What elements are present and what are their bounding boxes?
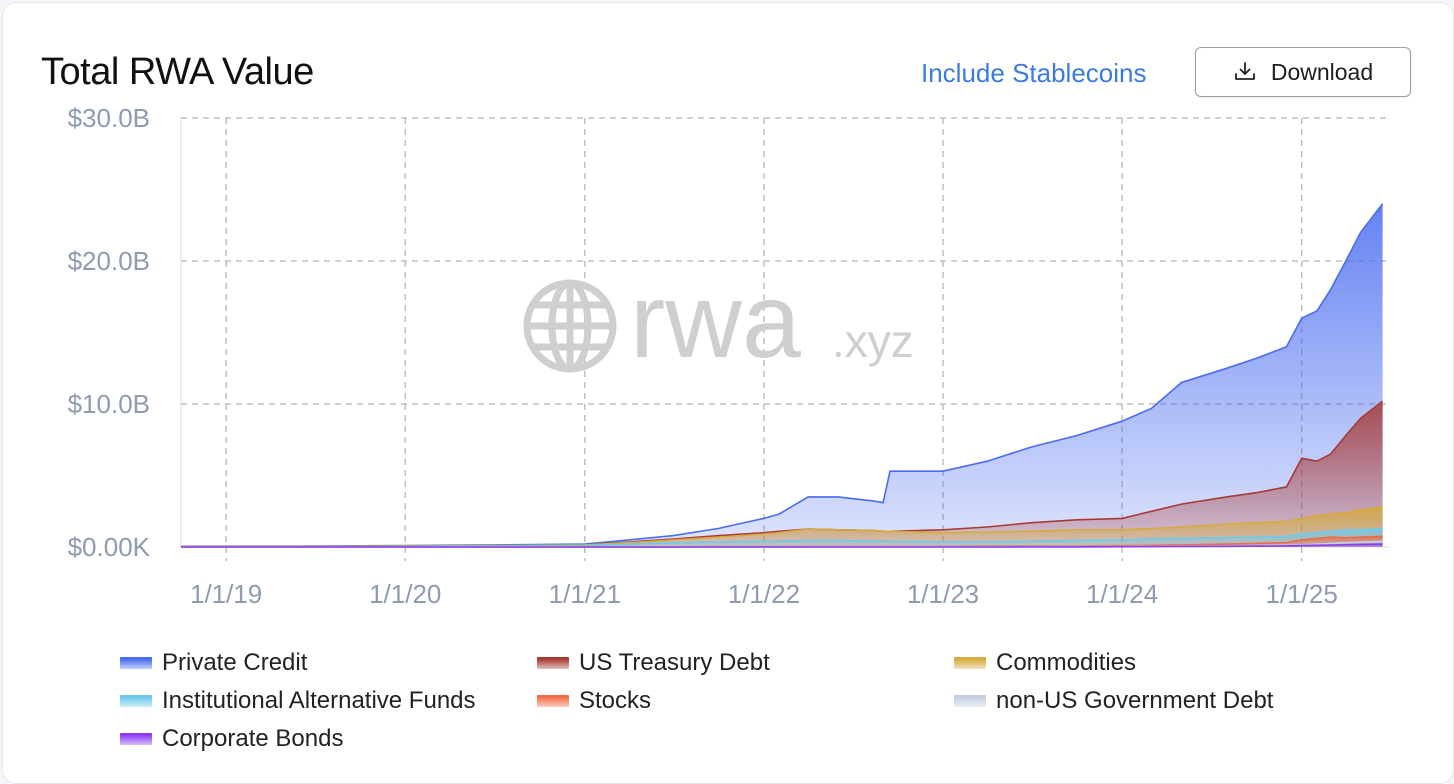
legend-item[interactable]: Institutional Alternative Funds <box>120 687 476 715</box>
series-area <box>181 203 1383 548</box>
download-button[interactable]: Download <box>1195 47 1411 97</box>
legend-swatch <box>120 733 152 745</box>
download-icon <box>1233 60 1257 84</box>
axis-labels: $0.00K $10.0B $20.0B $30.0B 1/1/19 1/1/20 1/1/… <box>68 103 1338 609</box>
globe-icon <box>523 279 617 373</box>
legend-item[interactable]: Stocks <box>537 687 651 715</box>
x-tick-label: 1/1/24 <box>1086 579 1158 609</box>
legend-item[interactable]: Commodities <box>954 649 1136 677</box>
watermark-brand: rwa <box>630 262 801 380</box>
legend-swatch <box>120 657 152 669</box>
legend-item[interactable]: US Treasury Debt <box>537 649 770 677</box>
legend-swatch <box>120 695 152 707</box>
series-line <box>180 527 1383 548</box>
legend-label: US Treasury Debt <box>579 649 770 676</box>
legend-swatch <box>954 695 986 707</box>
legend-label: Private Credit <box>162 649 308 676</box>
y-tick-label: $20.0B <box>68 246 150 276</box>
series-line <box>180 506 1383 548</box>
legend-item[interactable]: Corporate Bonds <box>120 725 343 753</box>
series-line <box>181 543 1383 548</box>
legend-swatch <box>537 695 569 707</box>
y-tick-label: $10.0B <box>68 389 150 419</box>
y-tick-label: $30.0B <box>68 103 150 133</box>
legend-label: Institutional Alternative Funds <box>162 687 476 714</box>
legend-label: Commodities <box>996 649 1137 676</box>
x-tick-label: 1/1/19 <box>190 579 262 609</box>
legend-item[interactable]: Private Credit <box>120 649 307 677</box>
x-tick-label: 1/1/25 <box>1266 579 1338 609</box>
legend-swatch <box>537 657 569 669</box>
chart-title: Total RWA Value <box>41 51 314 93</box>
legend-label: Corporate Bonds <box>162 725 344 752</box>
series-areas <box>180 203 1384 548</box>
watermark-suffix: .xyz <box>832 315 914 367</box>
series-area <box>181 528 1383 547</box>
watermark: rwa .xyz <box>523 262 914 380</box>
x-tick-label: 1/1/22 <box>728 579 800 609</box>
x-tick-label: 1/1/21 <box>549 579 621 609</box>
series-line <box>180 203 1384 548</box>
series-area <box>181 507 1383 547</box>
legend-label: Stocks <box>579 687 652 714</box>
legend-label: non-US Government Debt <box>996 687 1274 714</box>
x-tick-label: 1/1/20 <box>369 579 441 609</box>
x-tick-label: 1/1/23 <box>907 579 979 609</box>
legend-swatch <box>954 657 986 669</box>
download-label: Download <box>1270 58 1374 85</box>
legend-item[interactable]: non-US Government Debt <box>954 687 1273 715</box>
include-stablecoins-toggle[interactable]: Include Stablecoins <box>921 58 1147 88</box>
rwa-area-chart: rwa .xyz $0.00K $10.0B $20.0B $30.0B 1/1/19 1… <box>68 103 1390 609</box>
y-tick-label: $0.00K <box>68 532 151 562</box>
